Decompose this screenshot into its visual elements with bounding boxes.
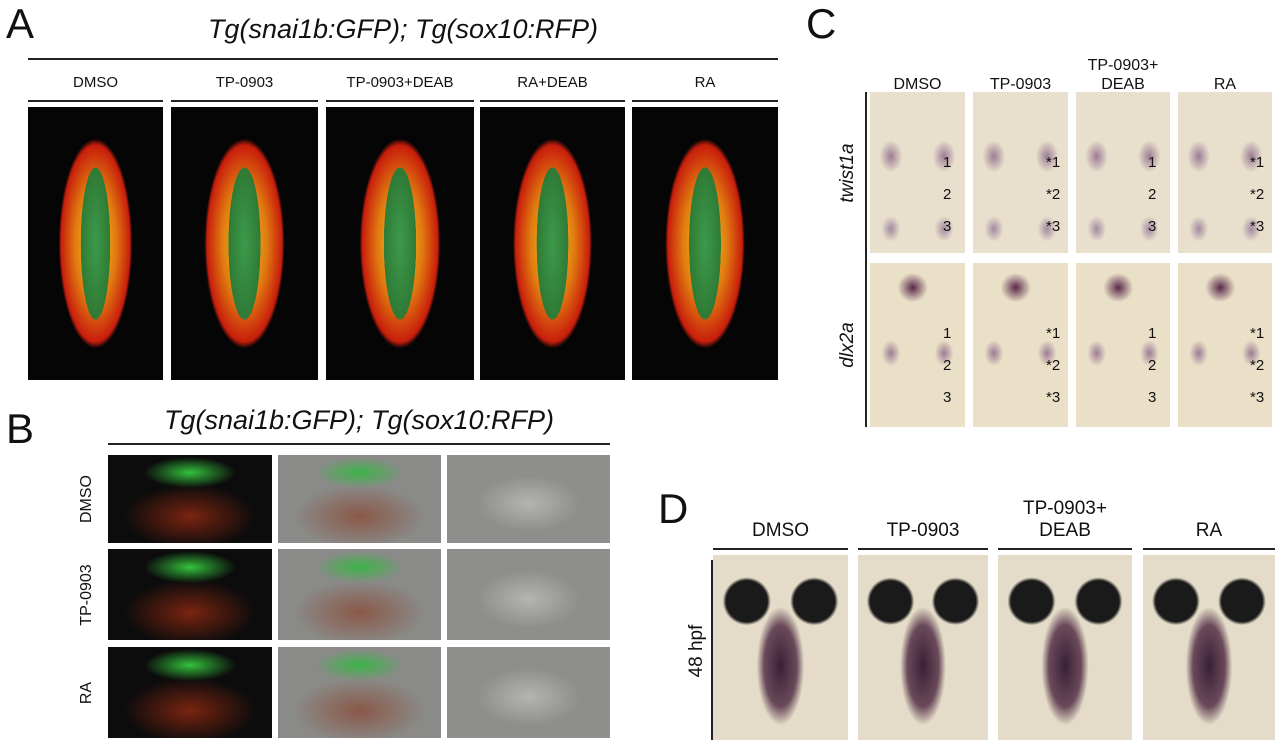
title-rule (108, 443, 610, 445)
row-label: TP-0903 (78, 563, 95, 626)
segment-label: 2 (1148, 357, 1157, 374)
segment-label: 3 (943, 218, 952, 235)
segment-label: 1 (1148, 325, 1157, 342)
panel-title: Tg(snai1b:GFP); Tg(sox10:RFP) (207, 14, 599, 44)
segment-label: 1 (1148, 154, 1157, 171)
micrograph (278, 549, 441, 640)
embryo-image (1143, 555, 1275, 740)
in-situ-image (870, 92, 965, 253)
micrograph (108, 647, 272, 738)
column-rule (713, 548, 848, 550)
column-rule (28, 100, 163, 102)
segment-label: *3 (1250, 218, 1265, 235)
column-label: TP-0903+ DEAB (1023, 498, 1107, 542)
column-label: RA (694, 74, 716, 91)
micrograph (447, 549, 610, 640)
column-label: DMSO (893, 75, 942, 93)
column-rule (998, 548, 1132, 550)
segment-label: 2 (943, 186, 952, 203)
column-label: TP-0903+ DEAB (1087, 57, 1159, 93)
segment-label: *1 (1250, 154, 1265, 171)
segment-label: 3 (943, 389, 952, 406)
column-label: TP-0903 (215, 74, 274, 91)
segment-label: *1 (1250, 325, 1265, 342)
in-situ-image (870, 263, 965, 427)
micrograph (447, 455, 610, 543)
micrograph (28, 107, 163, 380)
column-rule (326, 100, 474, 102)
panel-letter: D (658, 485, 689, 532)
segment-label: *2 (1250, 186, 1265, 203)
row-rule (711, 560, 713, 740)
in-situ-image (1178, 92, 1272, 253)
in-situ-image (973, 92, 1068, 253)
panel-title: Tg(snai1b:GFP); Tg(sox10:RFP) (163, 405, 555, 435)
micrograph (632, 107, 778, 380)
embryo-image (998, 555, 1132, 740)
column-label: TP-0903 (886, 520, 960, 542)
panel-letter: C (806, 0, 837, 47)
column-label: RA (1195, 520, 1223, 542)
micrograph (278, 455, 441, 543)
column-rule (480, 100, 625, 102)
micrograph (278, 647, 441, 738)
column-rule (1143, 548, 1275, 550)
column-rule (171, 100, 318, 102)
micrograph (108, 455, 272, 543)
in-situ-image (1076, 263, 1170, 427)
column-rule (632, 100, 778, 102)
row-label: DMSO (78, 475, 95, 523)
gene-label: dlx2a (837, 322, 858, 368)
panel-letter: B (6, 405, 35, 452)
column-label: RA+DEAB (517, 74, 588, 91)
in-situ-image (973, 263, 1068, 427)
segment-label: 3 (1148, 389, 1157, 406)
micrograph (171, 107, 318, 380)
column-label: DMSO (752, 520, 809, 542)
segment-label: *1 (1046, 325, 1061, 342)
segment-label: *3 (1046, 218, 1061, 235)
title-rule (28, 58, 778, 60)
segment-label: 1 (943, 154, 952, 171)
column-label: DMSO (73, 74, 118, 91)
micrograph (447, 647, 610, 738)
embryo-image (858, 555, 988, 740)
row-label: RA (78, 681, 95, 704)
gene-label: twist1a (837, 142, 858, 203)
column-label: TP-0903+DEAB (346, 74, 454, 91)
segment-label: *3 (1250, 389, 1265, 406)
in-situ-image (1076, 92, 1170, 253)
panel-letter: A (6, 0, 35, 47)
column-label: RA (1213, 75, 1237, 93)
segment-label: *2 (1046, 186, 1061, 203)
column-label: TP-0903 (989, 75, 1052, 93)
column-rule (858, 548, 988, 550)
micrograph (108, 549, 272, 640)
embryo-image (713, 555, 848, 740)
row-label: 48 hpf (686, 624, 707, 678)
segment-label: *3 (1046, 389, 1061, 406)
segment-label: 1 (943, 325, 952, 342)
segment-label: 3 (1148, 218, 1157, 235)
micrograph (326, 107, 474, 380)
in-situ-image (1178, 263, 1272, 427)
segment-label: *2 (1250, 357, 1265, 374)
segment-label: 2 (1148, 186, 1157, 203)
row-rule (865, 92, 867, 427)
segment-label: *1 (1046, 154, 1061, 171)
segment-label: 2 (943, 357, 952, 374)
micrograph (480, 107, 625, 380)
segment-label: *2 (1046, 357, 1061, 374)
